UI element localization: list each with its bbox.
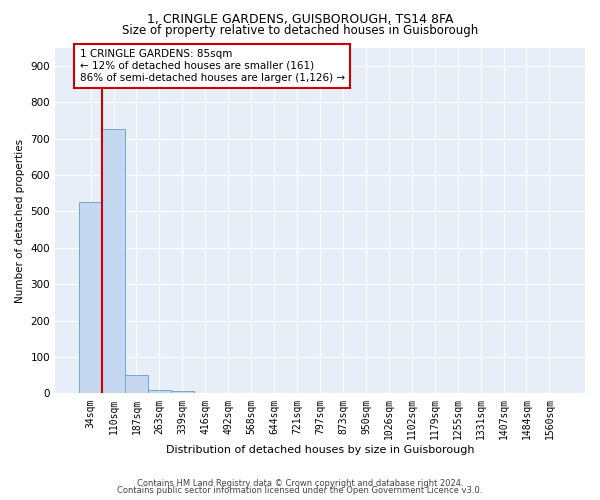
Bar bbox=[102, 129, 125, 394]
Text: 1, CRINGLE GARDENS, GUISBOROUGH, TS14 8FA: 1, CRINGLE GARDENS, GUISBOROUGH, TS14 8F… bbox=[147, 12, 453, 26]
Text: Contains public sector information licensed under the Open Government Licence v3: Contains public sector information licen… bbox=[118, 486, 482, 495]
Bar bbox=[171, 391, 194, 394]
Bar bbox=[125, 375, 148, 394]
Y-axis label: Number of detached properties: Number of detached properties bbox=[15, 138, 25, 302]
Text: Size of property relative to detached houses in Guisborough: Size of property relative to detached ho… bbox=[122, 24, 478, 37]
Bar bbox=[79, 202, 102, 394]
Text: 1 CRINGLE GARDENS: 85sqm
← 12% of detached houses are smaller (161)
86% of semi-: 1 CRINGLE GARDENS: 85sqm ← 12% of detach… bbox=[80, 50, 345, 82]
Bar bbox=[148, 390, 171, 394]
X-axis label: Distribution of detached houses by size in Guisborough: Distribution of detached houses by size … bbox=[166, 445, 474, 455]
Text: Contains HM Land Registry data © Crown copyright and database right 2024.: Contains HM Land Registry data © Crown c… bbox=[137, 478, 463, 488]
